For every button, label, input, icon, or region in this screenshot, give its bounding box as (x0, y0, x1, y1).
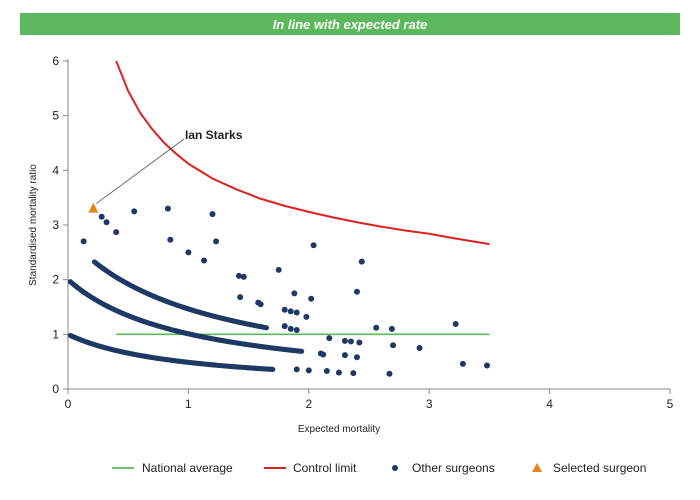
legend-selected-surgeon-swatch (532, 463, 542, 472)
other-surgeon-point (353, 288, 360, 295)
other-surgeon-point (281, 306, 288, 313)
other-surgeon-point (287, 308, 294, 315)
x-tick-label: 1 (185, 397, 192, 411)
other-surgeon-point (310, 242, 317, 249)
legend-other-surgeons-label: Other surgeons (412, 461, 495, 475)
other-surgeon-point (335, 369, 342, 376)
banner-text: In line with expected rate (272, 16, 428, 32)
other-surgeon-point (323, 367, 330, 374)
other-surgeon-point (185, 249, 192, 256)
other-surgeon-point (281, 323, 288, 330)
other-surgeon-point (275, 266, 282, 273)
y-tick-label: 3 (52, 218, 59, 232)
y-tick-label: 0 (52, 382, 59, 396)
selected-surgeon-marker (88, 202, 99, 213)
y-tick-label: 1 (52, 327, 59, 341)
other-surgeon-point (113, 229, 120, 236)
other-surgeon-point (240, 273, 247, 280)
x-tick-label: 4 (546, 397, 553, 411)
other-surgeon-point (80, 238, 87, 245)
other-surgeon-point (209, 211, 216, 218)
other-surgeon-point (459, 360, 466, 367)
other-surgeon-point (167, 236, 174, 243)
y-tick-label: 4 (52, 163, 59, 177)
other-surgeon-point (353, 354, 360, 361)
y-tick-label: 2 (52, 273, 59, 287)
control-limit-line (115, 60, 490, 246)
other-surgeon-point (483, 362, 490, 369)
x-tick-label: 5 (667, 397, 674, 411)
other-surgeon-point (293, 326, 300, 333)
other-surgeon-point (390, 342, 397, 349)
other-surgeon-point (263, 325, 270, 331)
other-surgeon-point (341, 337, 348, 344)
other-surgeon-point (291, 290, 298, 297)
other-surgeon-point (350, 370, 357, 377)
other-surgeon-point (298, 348, 305, 354)
legend-other-surgeons-swatch (392, 465, 398, 471)
legend-national-average-label: National average (142, 461, 233, 475)
other-surgeon-point (103, 219, 110, 226)
y-tick-label: 6 (52, 54, 59, 68)
status-banner: In line with expected rate (20, 13, 680, 35)
other-surgeon-point (373, 324, 380, 331)
other-surgeon-point (341, 352, 348, 359)
x-tick-label: 2 (305, 397, 312, 411)
other-surgeon-point (326, 335, 333, 342)
legend-selected-surgeon-label: Selected surgeon (553, 461, 646, 475)
y-tick-label: 5 (52, 109, 59, 123)
other-surgeon-point (386, 370, 393, 377)
other-surgeon-point (237, 294, 244, 301)
legend-control-limit-label: Control limit (293, 461, 357, 475)
other-surgeon-point (293, 309, 300, 316)
other-surgeon-point (131, 208, 138, 215)
y-axis-label: Standardised mortality ratio (28, 164, 39, 286)
other-surgeon-point (98, 213, 105, 220)
other-surgeon-point (303, 313, 310, 320)
callout-line (96, 138, 185, 204)
other-surgeon-point (270, 366, 276, 372)
other-surgeon-point (255, 299, 262, 306)
x-axis-label: Expected mortality (298, 424, 380, 435)
other-surgeon-point (356, 339, 363, 346)
other-surgeon-point (201, 257, 208, 264)
other-surgeon-point (452, 320, 459, 327)
other-surgeon-point (305, 367, 312, 374)
other-surgeon-point (416, 345, 423, 351)
other-surgeon-point (308, 295, 315, 302)
x-tick-label: 0 (65, 397, 72, 411)
other-surgeon-point (388, 325, 395, 332)
other-surgeon-point (287, 325, 294, 332)
selected-surgeon-label: Ian Starks (185, 128, 243, 142)
other-surgeon-point (293, 366, 300, 373)
other-surgeon-point (320, 351, 327, 358)
other-surgeon-point (213, 238, 220, 245)
other-surgeon-point (164, 205, 171, 212)
other-surgeon-point (235, 272, 242, 279)
other-surgeon-point (347, 338, 354, 345)
x-tick-label: 3 (426, 397, 433, 411)
other-surgeon-point (358, 258, 365, 265)
